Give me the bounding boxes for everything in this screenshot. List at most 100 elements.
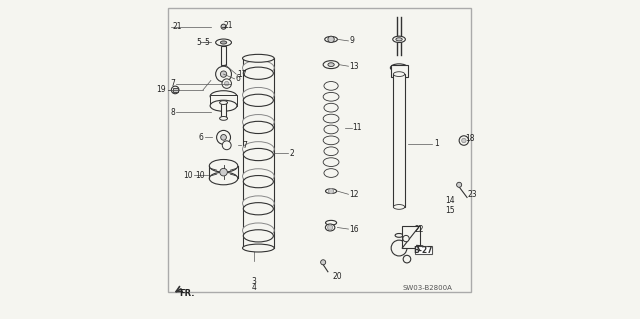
Bar — [211, 95, 237, 106]
Text: 10: 10 — [183, 171, 193, 180]
Text: 7: 7 — [171, 79, 175, 88]
Circle shape — [216, 130, 230, 144]
Text: 8: 8 — [170, 108, 175, 116]
Circle shape — [222, 141, 231, 150]
Ellipse shape — [396, 38, 402, 41]
Text: 13: 13 — [349, 62, 359, 71]
Ellipse shape — [324, 147, 338, 156]
Text: 11: 11 — [353, 123, 362, 132]
Circle shape — [461, 138, 466, 143]
Circle shape — [172, 86, 179, 94]
Ellipse shape — [323, 136, 339, 145]
Circle shape — [403, 235, 409, 242]
Circle shape — [220, 71, 227, 77]
Text: 1: 1 — [434, 139, 438, 148]
Text: 4: 4 — [251, 283, 256, 292]
Circle shape — [328, 36, 334, 42]
Text: 5: 5 — [205, 38, 209, 47]
Bar — [221, 103, 226, 118]
Ellipse shape — [243, 121, 273, 134]
Ellipse shape — [210, 91, 237, 102]
Ellipse shape — [326, 189, 337, 194]
Circle shape — [459, 136, 468, 145]
Bar — [221, 46, 226, 65]
Ellipse shape — [323, 93, 339, 101]
Ellipse shape — [243, 244, 274, 252]
Ellipse shape — [324, 82, 338, 90]
Bar — [415, 247, 432, 254]
Ellipse shape — [220, 116, 227, 120]
Ellipse shape — [243, 175, 273, 188]
Ellipse shape — [243, 54, 274, 62]
Ellipse shape — [243, 230, 273, 242]
Text: 15: 15 — [445, 206, 454, 215]
Text: 5: 5 — [196, 38, 202, 47]
Ellipse shape — [209, 172, 238, 185]
Circle shape — [328, 189, 333, 194]
Text: 21: 21 — [223, 21, 233, 30]
Ellipse shape — [243, 203, 273, 215]
Bar — [402, 226, 420, 248]
Text: 6: 6 — [236, 74, 241, 83]
Bar — [394, 74, 404, 207]
Circle shape — [391, 240, 407, 256]
Ellipse shape — [328, 63, 334, 67]
Ellipse shape — [323, 61, 339, 69]
Text: 12: 12 — [349, 190, 359, 199]
Text: 23: 23 — [467, 190, 477, 199]
Ellipse shape — [325, 224, 335, 231]
Text: 16: 16 — [349, 225, 359, 234]
Ellipse shape — [394, 72, 404, 77]
Text: 17: 17 — [237, 70, 247, 78]
Circle shape — [220, 168, 227, 176]
Ellipse shape — [243, 60, 274, 75]
Circle shape — [321, 260, 326, 265]
Ellipse shape — [209, 160, 238, 172]
Ellipse shape — [243, 169, 274, 184]
Text: 22: 22 — [415, 225, 424, 234]
Text: 3: 3 — [251, 277, 256, 286]
Ellipse shape — [393, 36, 405, 42]
Ellipse shape — [324, 125, 338, 134]
Circle shape — [328, 225, 333, 230]
Ellipse shape — [243, 115, 274, 130]
Ellipse shape — [323, 158, 339, 167]
Ellipse shape — [243, 87, 274, 102]
Text: 6: 6 — [199, 133, 204, 142]
Ellipse shape — [395, 234, 403, 237]
Ellipse shape — [390, 64, 408, 72]
Text: 9: 9 — [349, 36, 355, 45]
Text: 20: 20 — [333, 272, 342, 281]
Ellipse shape — [243, 94, 273, 107]
Text: SW03-B2800A: SW03-B2800A — [403, 285, 453, 291]
Ellipse shape — [210, 100, 237, 111]
Ellipse shape — [243, 196, 274, 211]
Ellipse shape — [220, 101, 227, 105]
Bar — [390, 65, 408, 77]
Text: 21: 21 — [172, 22, 182, 31]
Text: 10: 10 — [195, 171, 205, 180]
Ellipse shape — [324, 36, 337, 42]
Ellipse shape — [243, 148, 273, 161]
Ellipse shape — [323, 114, 339, 123]
Circle shape — [456, 182, 461, 187]
Ellipse shape — [243, 223, 274, 238]
Circle shape — [221, 24, 226, 29]
Circle shape — [216, 66, 232, 82]
Ellipse shape — [324, 103, 338, 112]
Text: B-27: B-27 — [413, 246, 433, 255]
Circle shape — [403, 255, 411, 263]
Ellipse shape — [243, 142, 274, 157]
Text: FR.: FR. — [179, 289, 195, 298]
Text: 7: 7 — [242, 141, 247, 150]
Circle shape — [222, 79, 232, 88]
Text: 14: 14 — [445, 196, 454, 205]
Ellipse shape — [326, 220, 337, 225]
Text: 18: 18 — [465, 134, 474, 144]
Ellipse shape — [216, 39, 232, 46]
Ellipse shape — [394, 204, 404, 209]
Ellipse shape — [324, 169, 338, 177]
Bar — [173, 88, 178, 92]
Text: 2: 2 — [290, 149, 294, 158]
Ellipse shape — [243, 67, 273, 79]
